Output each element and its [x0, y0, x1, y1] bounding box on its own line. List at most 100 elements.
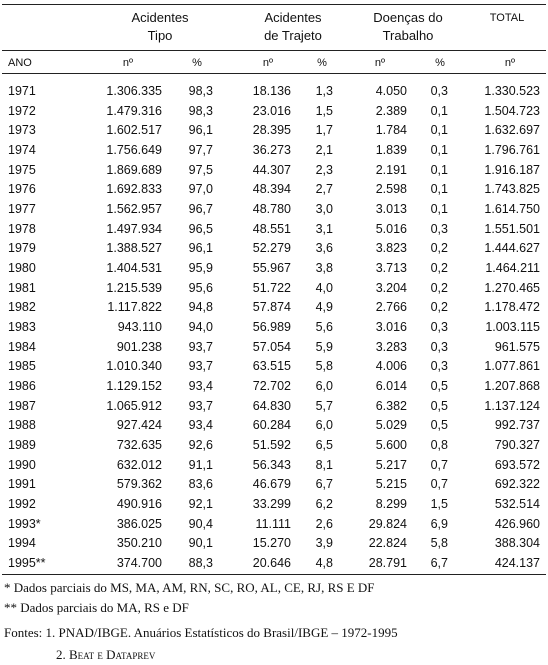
- cell: 0,8: [430, 438, 448, 453]
- cell: 0,2: [430, 241, 448, 256]
- cell: 22.824: [368, 536, 407, 551]
- cell: 1.010.340: [106, 359, 162, 374]
- cell: 1.743.825: [484, 182, 540, 197]
- cell: 0,1: [430, 182, 448, 197]
- cell: 1.551.501: [484, 221, 540, 236]
- cell: 1.464.211: [485, 261, 540, 276]
- rule: [2, 574, 546, 575]
- cell: 1,5: [430, 497, 448, 512]
- cell: 5,7: [315, 398, 333, 413]
- sub-header: %: [435, 57, 445, 69]
- cell: 95,6: [188, 280, 213, 295]
- group-header: Tipo: [147, 28, 173, 43]
- cell: 2,7: [315, 182, 333, 197]
- source: 2. Beat e Dataprev: [56, 647, 156, 662]
- cell: 1.330.523: [484, 84, 540, 98]
- year-cell: 1991: [8, 477, 36, 492]
- cell: 90,4: [188, 516, 213, 531]
- cell: 1.444.627: [484, 241, 540, 256]
- cell: 0,1: [430, 162, 448, 177]
- footnote: * Dados parciais do MS, MA, AM, RN, SC, …: [4, 580, 375, 595]
- cell: 1.756.649: [106, 143, 162, 157]
- year-cell: 1974: [8, 143, 36, 157]
- cell: 0,2: [430, 261, 448, 276]
- cell: 28.395: [252, 123, 291, 138]
- year-cell: 1989: [8, 438, 36, 453]
- cell: 0,5: [430, 379, 448, 394]
- year-cell: 1983: [8, 320, 36, 335]
- cell: 732.635: [116, 438, 162, 453]
- cell: 1.796.761: [484, 143, 540, 157]
- cell: 83,6: [188, 477, 213, 492]
- cell: 1.137.124: [484, 398, 540, 413]
- cell: 64.830: [252, 398, 291, 413]
- year-cell: 1984: [8, 339, 36, 354]
- group-header: Acidentes: [264, 10, 322, 25]
- cell: 51.722: [252, 280, 291, 295]
- cell: 96,1: [188, 123, 213, 138]
- group-header: Acidentes: [131, 10, 189, 25]
- cell: 0,1: [430, 202, 448, 217]
- year-cell: 1977: [8, 202, 36, 217]
- year-cell: 1979: [8, 241, 36, 256]
- cell: 97,7: [188, 143, 213, 157]
- cell: 11.111: [255, 516, 291, 531]
- cell: 3,9: [315, 536, 333, 551]
- cell: 97,5: [188, 162, 213, 177]
- cell: 63.515: [252, 359, 291, 374]
- cell: 1.306.335: [106, 84, 162, 98]
- cell: 48.394: [252, 182, 291, 197]
- cell: 374.700: [116, 556, 162, 571]
- cell: 790.327: [494, 438, 540, 453]
- cell: 0,5: [430, 398, 448, 413]
- cell: 97,0: [188, 182, 213, 197]
- year-cell: 1982: [8, 300, 36, 315]
- cell: 0,3: [430, 320, 448, 335]
- cell: 6,7: [430, 556, 448, 571]
- cell: 424.137: [494, 556, 540, 571]
- cell: 3.204: [375, 280, 407, 295]
- cell: 56.343: [252, 457, 291, 472]
- cell: 23.016: [252, 103, 291, 118]
- cell: 2,3: [315, 162, 333, 177]
- cell: 93,4: [188, 418, 213, 433]
- cell: 992.737: [494, 418, 540, 433]
- cell: 1.916.187: [484, 162, 540, 177]
- cell: 0,1: [430, 143, 448, 157]
- cell: 1,3: [315, 84, 333, 98]
- group-header: Trabalho: [382, 28, 434, 43]
- cell: 8,1: [315, 457, 333, 472]
- cell: 96,1: [188, 241, 213, 256]
- cell: 88,3: [188, 556, 213, 571]
- cell: 20.646: [252, 556, 291, 571]
- sub-header: ANO: [8, 57, 32, 69]
- cell: 55.967: [252, 261, 291, 276]
- cell: 2,6: [315, 516, 333, 531]
- cell: 901.238: [116, 339, 162, 354]
- cell: 0,5: [430, 418, 448, 433]
- cell: 51.592: [252, 438, 291, 453]
- cell: 579.362: [116, 477, 162, 492]
- year-cell: 1994: [8, 536, 36, 551]
- cell: 94,8: [188, 300, 213, 315]
- cell: 98,3: [188, 103, 213, 118]
- cell: 1.497.934: [106, 221, 162, 236]
- cell: 98,3: [188, 84, 213, 98]
- footnote: ** Dados parciais do MA, RS e DF: [4, 600, 189, 615]
- cell: 18.136: [252, 84, 291, 98]
- cell: 5,8: [315, 359, 333, 374]
- cell: 5.016: [375, 221, 407, 236]
- cell: 490.916: [116, 497, 162, 512]
- cell: 4.050: [375, 84, 407, 98]
- cell: 632.012: [116, 457, 162, 472]
- cell: 1.504.723: [484, 103, 540, 118]
- cell: 60.284: [252, 418, 291, 433]
- cell: 5,8: [430, 536, 448, 551]
- cell: 1.077.861: [484, 359, 540, 374]
- cell: 1.562.957: [106, 202, 162, 217]
- cell: 1.614.750: [484, 202, 540, 217]
- cell: 1,7: [315, 123, 333, 138]
- cell: 5.217: [375, 457, 407, 472]
- cell: 0,3: [430, 359, 448, 374]
- cell: 93,7: [188, 398, 213, 413]
